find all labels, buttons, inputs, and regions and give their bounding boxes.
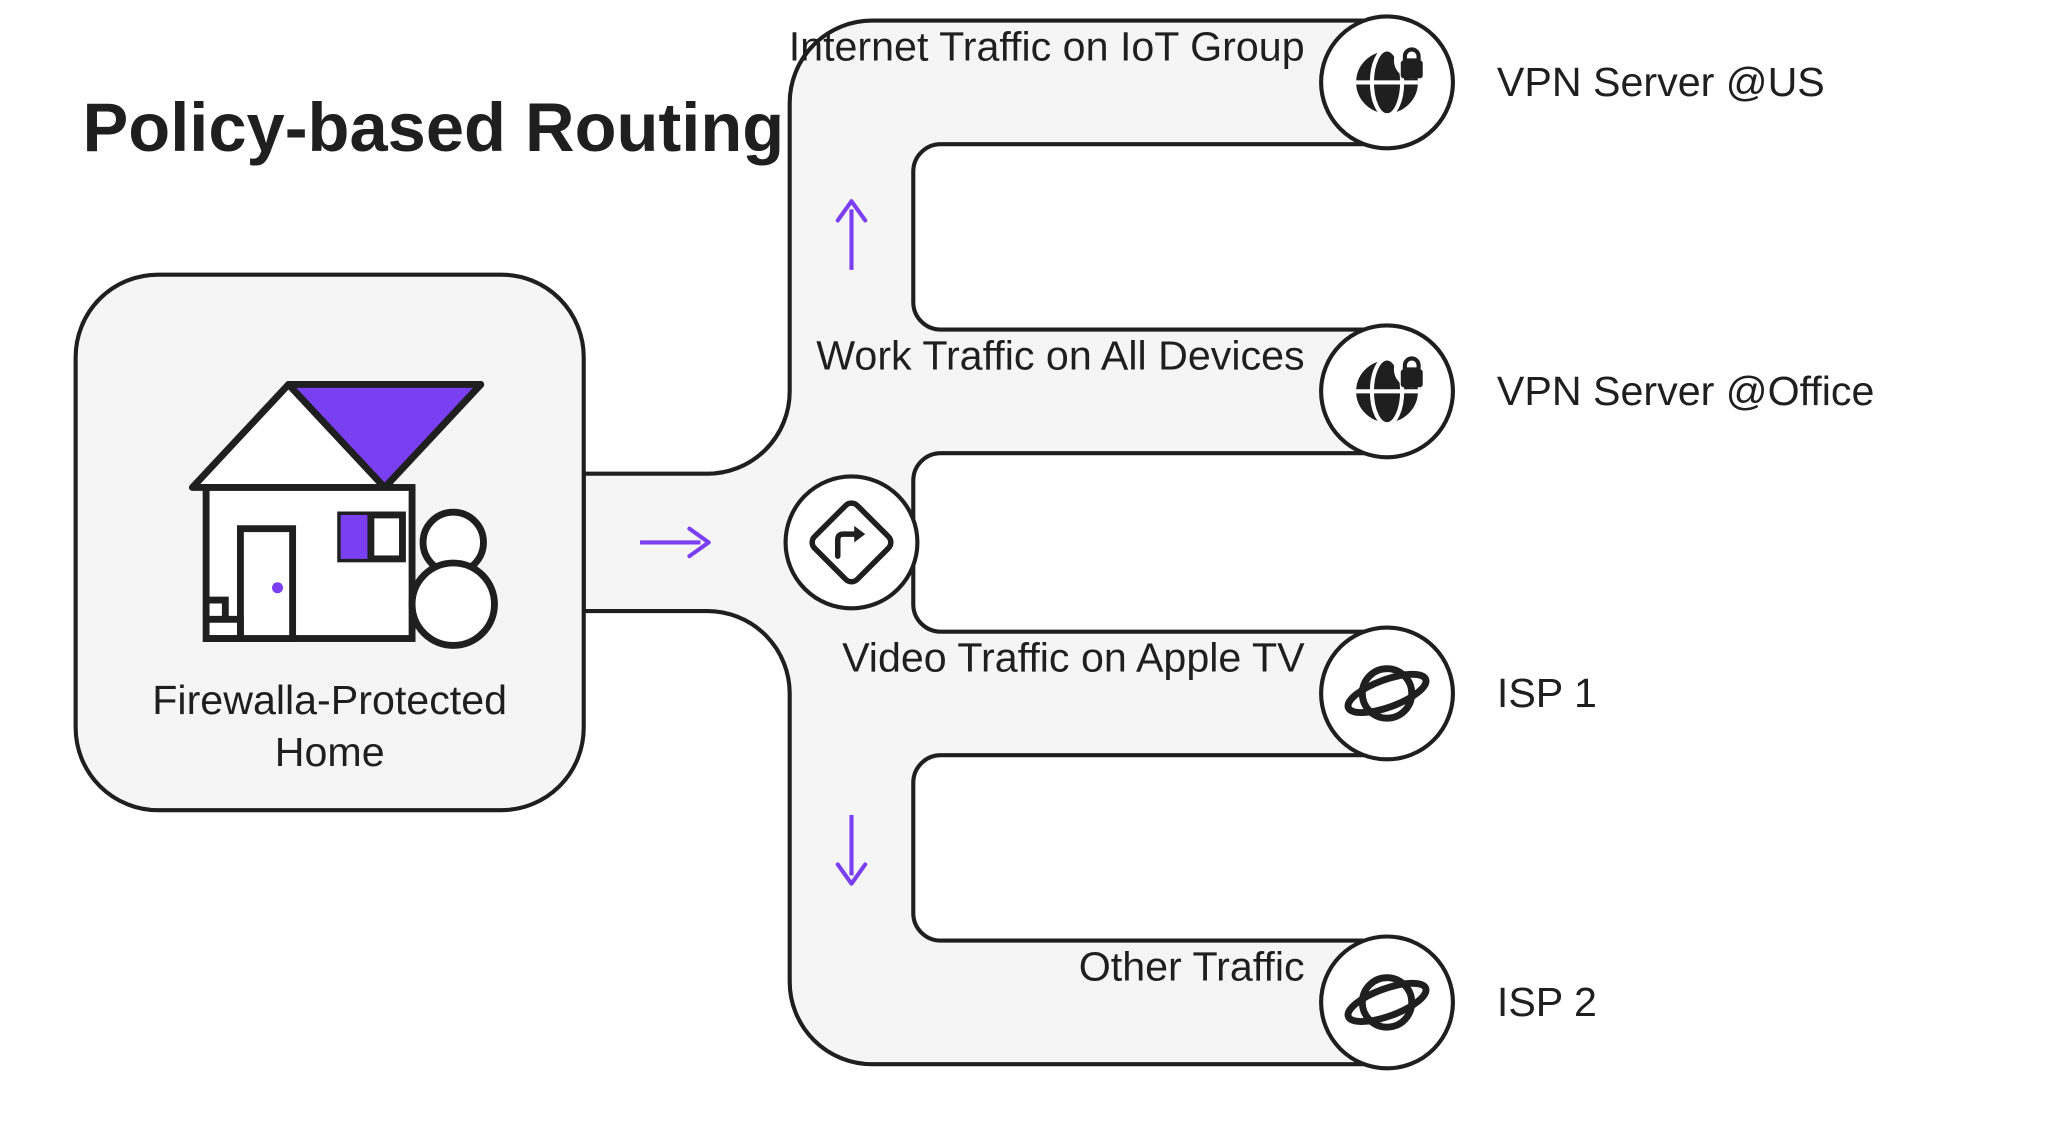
source-home-node: Firewalla-Protected Home <box>76 275 584 811</box>
destination-label: VPN Server @Office <box>1497 368 1875 414</box>
route-traffic-label: Video Traffic on Apple TV <box>842 634 1305 680</box>
destination-label: VPN Server @US <box>1497 59 1825 105</box>
diagram-title: Policy-based Routing <box>83 89 785 166</box>
route-traffic-label: Internet Traffic on IoT Group <box>789 23 1305 69</box>
destination-node <box>1321 937 1453 1069</box>
destination-label: ISP 2 <box>1497 979 1597 1025</box>
source-label-line1: Firewalla-Protected <box>152 677 507 723</box>
route-traffic-label: Work Traffic on All Devices <box>816 332 1304 378</box>
routing-lanes <box>584 21 1449 1065</box>
destination-label: ISP 1 <box>1497 670 1597 716</box>
destination-node <box>1321 628 1453 760</box>
route-traffic-label: Other Traffic <box>1079 943 1305 989</box>
source-label-line2: Home <box>275 729 385 775</box>
router-node <box>786 476 918 608</box>
